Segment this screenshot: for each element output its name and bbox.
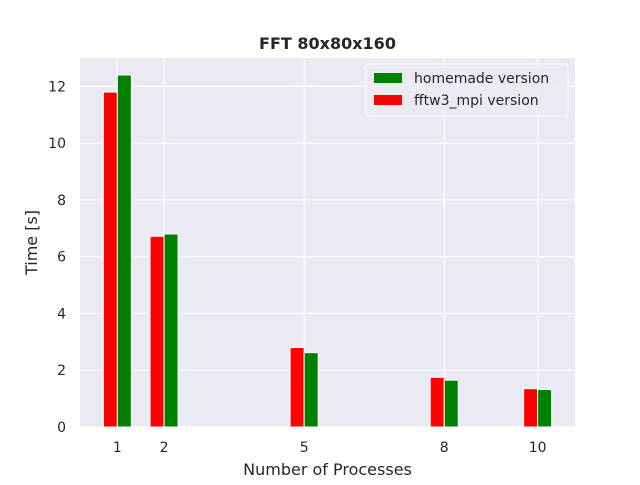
legend-swatch	[374, 95, 402, 105]
bar	[116, 74, 132, 428]
y-tick-label: 8	[57, 193, 66, 209]
y-axis-label: Time [s]	[22, 210, 41, 276]
legend-swatch	[374, 73, 402, 83]
x-tick-label: 5	[300, 440, 309, 456]
x-tick-labels: 1 2 5 8 10	[113, 440, 547, 456]
legend: homemade version fftw3_mpi version	[365, 63, 569, 117]
y-tick-label: 0	[57, 420, 66, 436]
bar	[289, 347, 305, 428]
bars	[102, 74, 553, 428]
bar	[303, 352, 319, 428]
x-tick-label: 10	[529, 440, 547, 456]
bar	[102, 91, 118, 428]
x-axis-label: Number of Processes	[243, 460, 412, 479]
legend-box	[365, 63, 569, 117]
y-tick-label: 10	[48, 136, 66, 152]
bar	[149, 235, 165, 428]
chart-title: FFT 80x80x160	[259, 34, 396, 53]
bar	[443, 379, 459, 428]
y-tick-labels: 0 2 4 6 8 10 12	[48, 79, 66, 436]
legend-label: homemade version	[414, 71, 549, 87]
bar	[163, 233, 179, 428]
y-tick-label: 4	[57, 306, 66, 322]
bar	[523, 388, 539, 428]
bar	[537, 389, 553, 428]
x-tick-label: 2	[160, 440, 169, 456]
bar	[429, 376, 445, 428]
x-tick-label: 1	[113, 440, 122, 456]
legend-label: fftw3_mpi version	[414, 93, 539, 109]
x-tick-label: 8	[440, 440, 449, 456]
y-tick-label: 6	[57, 250, 66, 266]
y-tick-label: 12	[48, 79, 66, 95]
y-tick-label: 2	[57, 363, 66, 379]
